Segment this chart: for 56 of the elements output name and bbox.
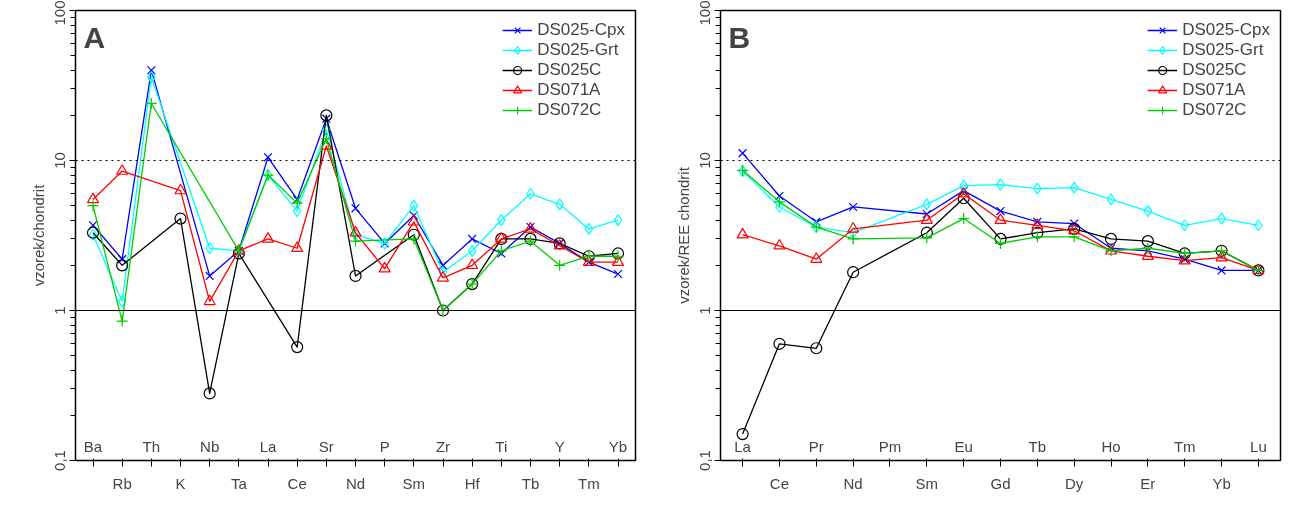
y-tick-label: 100 (695, 0, 713, 26)
y-tick-label: 0,1 (50, 450, 68, 471)
y-tick-label: 0,1 (695, 450, 713, 471)
x-tick-label: Tb (1028, 437, 1047, 455)
x-tick-label: Lu (1250, 437, 1267, 455)
x-tick-label: Ba (83, 437, 103, 455)
annotation: B (728, 20, 751, 54)
x-tick-label: Zr (435, 437, 451, 455)
x-tick-label: Eu (954, 437, 973, 455)
x-tick-label: Pm (878, 437, 902, 455)
y-axis-title: vzorek/chondrit (29, 183, 47, 287)
x-tick-label: Nd (345, 474, 366, 492)
x-tick-label: La (259, 437, 277, 455)
x-tick-label: Dy (1065, 474, 1084, 492)
x-tick-label: Y (554, 437, 565, 455)
legend-label: DS072C (1182, 100, 1247, 120)
legend-label: DS072C (537, 100, 602, 120)
x-tick-label: Nb (200, 437, 220, 455)
x-tick-label: Tm (1173, 437, 1196, 455)
x-tick-label: Th (142, 437, 161, 455)
x-tick-label: Sm (915, 474, 939, 492)
legend-label: DS025-Cpx (537, 20, 625, 40)
legend-label: DS071A (1182, 80, 1246, 100)
x-tick-label: Ti (495, 437, 508, 455)
x-tick-label: Ce (287, 474, 307, 492)
legend-label: DS025-Grt (1182, 40, 1264, 60)
x-tick-label: Nd (843, 474, 863, 492)
x-tick-label: Ta (230, 474, 248, 492)
legend-label: DS025C (1182, 60, 1247, 80)
legend-label: DS025C (537, 60, 602, 80)
x-tick-label: Yb (1212, 474, 1231, 492)
y-tick-label: 1 (50, 306, 68, 315)
y-tick-label: 1 (695, 306, 713, 315)
x-tick-label: Ho (1101, 437, 1121, 455)
x-tick-label: Er (1140, 474, 1156, 492)
legend-label: DS025-Cpx (1182, 20, 1270, 40)
x-tick-label: Pr (808, 437, 824, 455)
legend-label: DS025-Grt (537, 40, 619, 60)
x-tick-label: Ce (769, 474, 790, 492)
x-tick-label: Tm (578, 474, 600, 492)
x-tick-label: Hf (464, 474, 481, 492)
x-tick-label: Gd (990, 474, 1011, 492)
x-tick-label: P (379, 437, 390, 455)
x-tick-label: Sr (318, 437, 334, 455)
legend-label: DS071A (537, 80, 601, 100)
y-axis-title: vzorek/REE chondrit (674, 166, 692, 304)
x-tick-label: La (734, 437, 752, 455)
y-tick-label: 10 (695, 152, 713, 169)
x-tick-label: Yb (608, 437, 628, 455)
x-tick-label: Sm (402, 474, 426, 492)
y-tick-label: 10 (50, 152, 68, 169)
annotation: A (83, 20, 106, 54)
x-tick-label: K (175, 474, 186, 492)
y-tick-label: 100 (50, 0, 68, 26)
x-tick-label: Tb (521, 474, 540, 492)
x-tick-label: Rb (112, 474, 132, 492)
